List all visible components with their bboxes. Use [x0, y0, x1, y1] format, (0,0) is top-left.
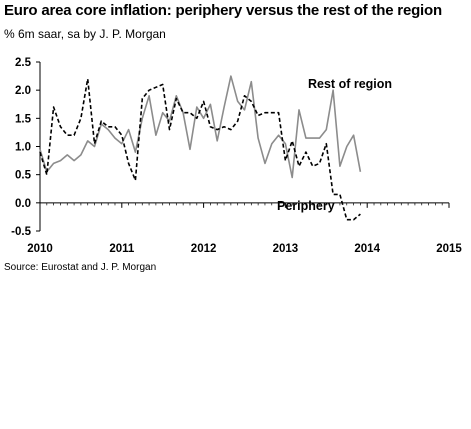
chart-series-labels: Rest of region Periphery — [277, 77, 392, 213]
x-tick-label: 2010 — [27, 243, 53, 255]
chart-subtitle: % 6m saar, sa by J. P. Morgan — [4, 27, 166, 41]
line-chart: 2.5 2.0 1.5 1.0 0.5 0.0 -0.5 2010 2011 2012 2013 20… — [11, 57, 462, 255]
series-label-rest-of-region: Rest of region — [308, 77, 392, 91]
y-tick-label: 0.5 — [15, 170, 32, 182]
chart-title: Euro area core inflation: periphery vers… — [4, 2, 442, 19]
series-line-periphery — [39, 78, 361, 221]
series-label-periphery: Periphery — [277, 199, 335, 213]
x-tick-label: 2014 — [354, 243, 380, 255]
y-tick-label: 2.0 — [15, 85, 31, 97]
x-tick-label: 2011 — [109, 243, 135, 255]
y-tick-label: 0.0 — [15, 198, 31, 210]
y-tick-label: 1.5 — [15, 113, 32, 125]
y-tick-label: -0.5 — [11, 226, 31, 238]
y-tick-label: 1.0 — [15, 142, 31, 154]
y-tick-label: 2.5 — [15, 57, 32, 69]
chart-lines — [39, 75, 362, 221]
x-tick-label: 2015 — [436, 243, 462, 255]
x-tick-label: 2012 — [191, 243, 217, 255]
series-line-rest-of-region — [39, 75, 362, 179]
chart-axes: 2.5 2.0 1.5 1.0 0.5 0.0 -0.5 2010 2011 2012 2013 20… — [11, 57, 462, 255]
x-tick-label: 2013 — [273, 243, 299, 255]
chart-source: Source: Eurostat and J. P. Morgan — [4, 262, 157, 273]
